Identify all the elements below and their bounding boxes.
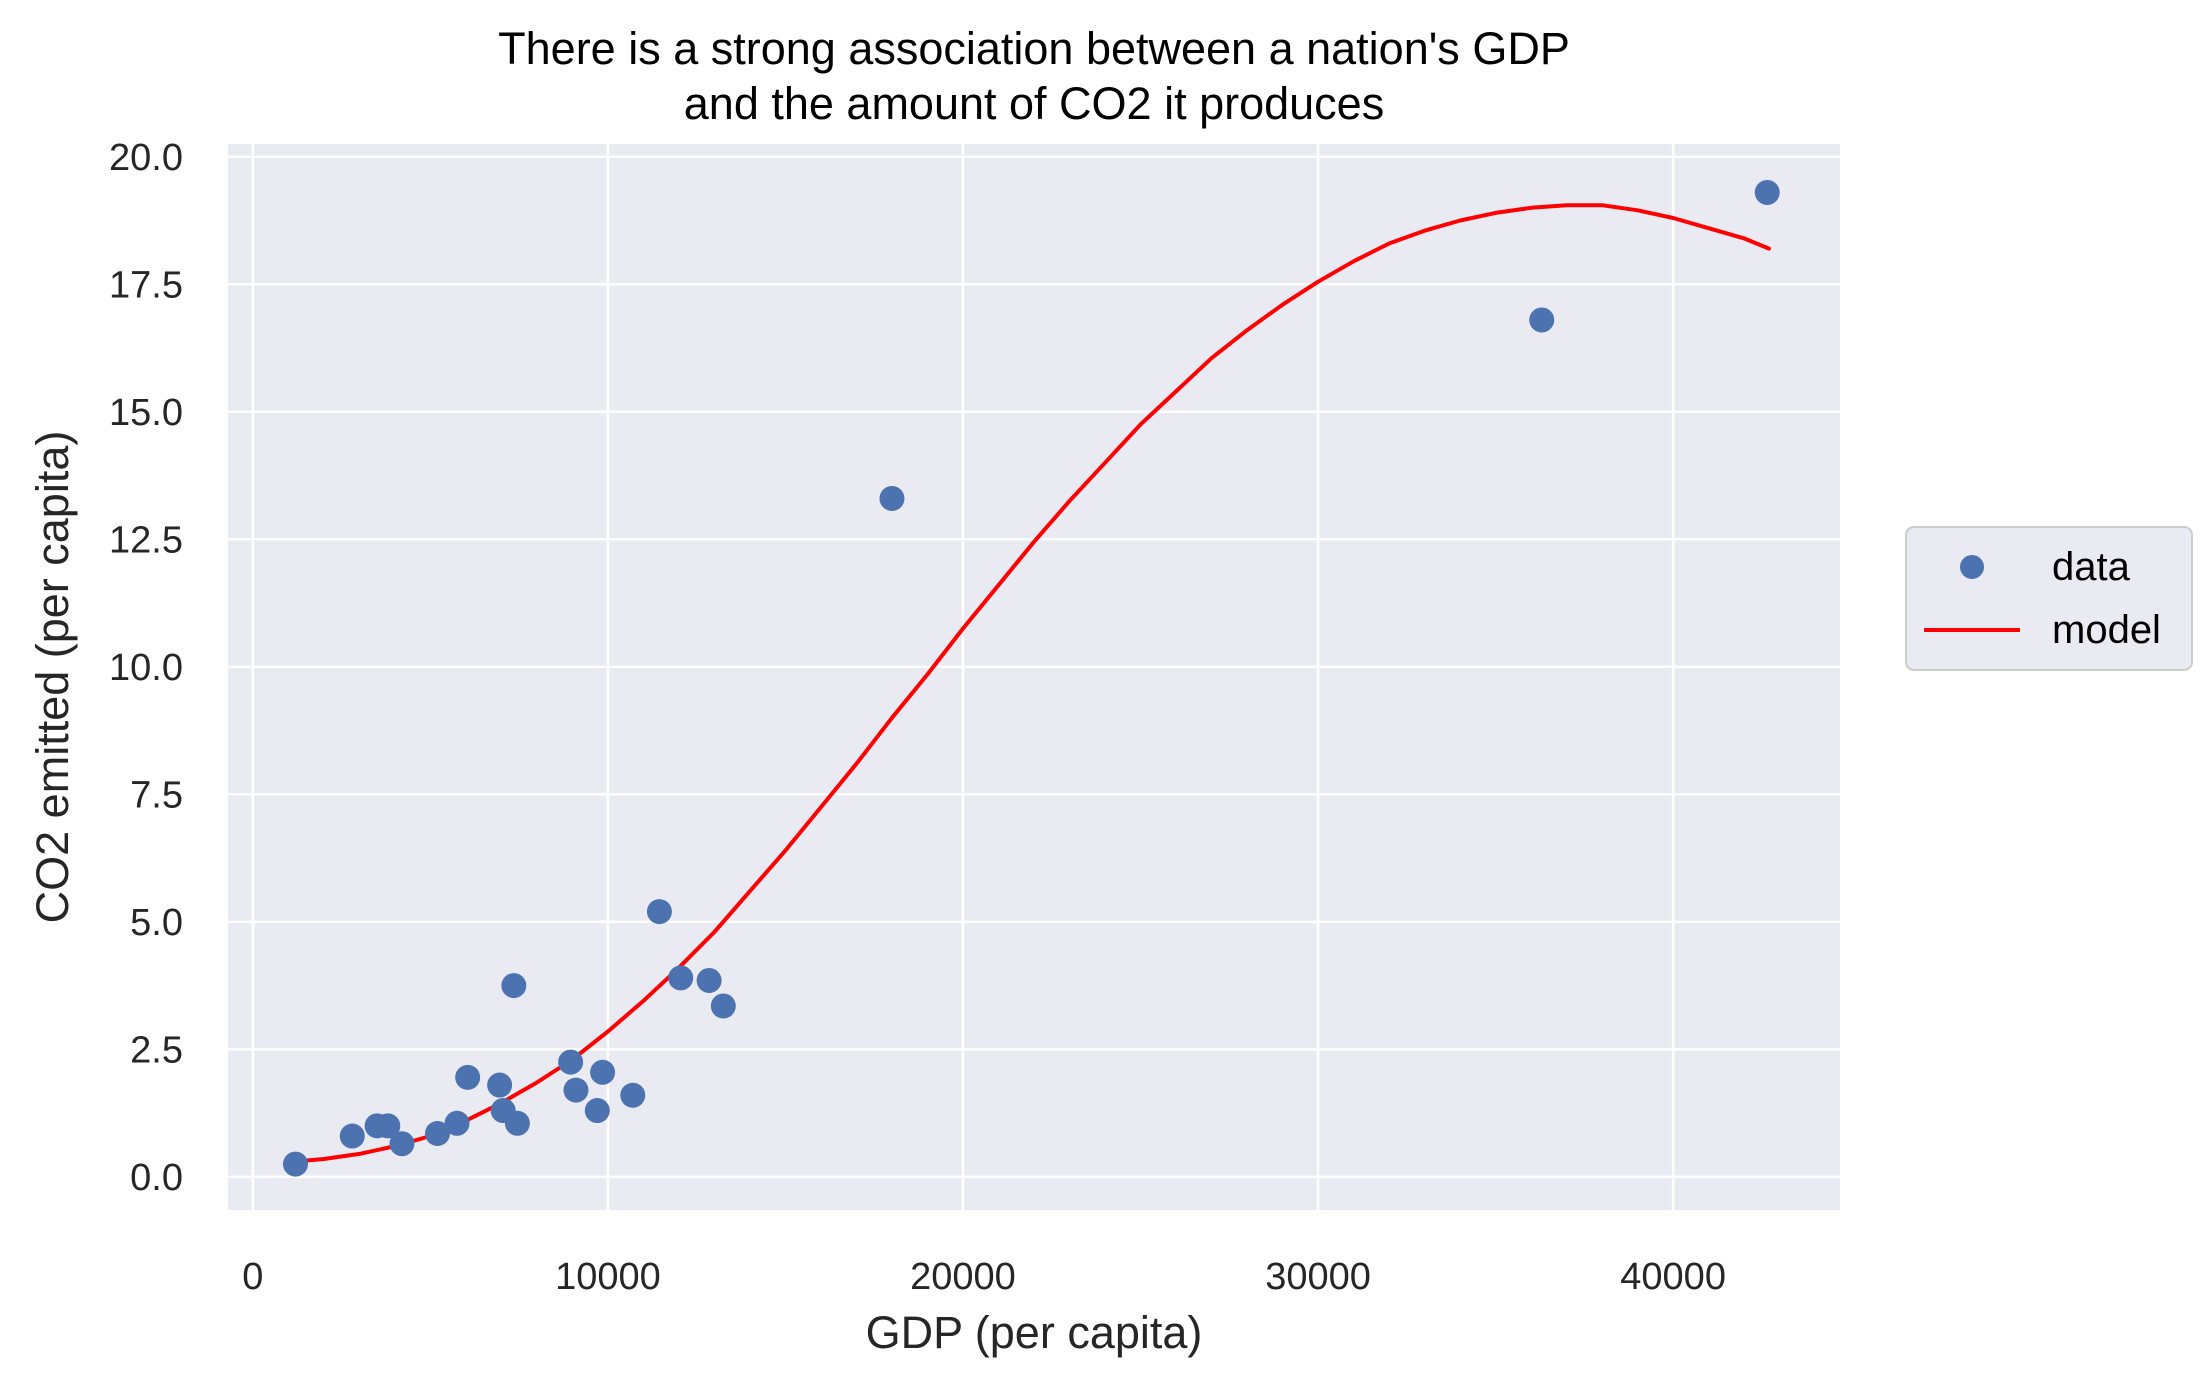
y-tick-label: 2.5: [130, 1029, 183, 1071]
data-point: [696, 967, 722, 993]
x-tick-label: 10000: [555, 1256, 661, 1298]
plot-background: [228, 144, 1840, 1210]
chart-title-line-1: There is a strong association between a …: [498, 23, 1570, 74]
data-series: [282, 179, 1780, 1177]
legend-data-label: data: [2052, 545, 2131, 589]
chart-title-line-2: and the amount of CO2 it produces: [684, 78, 1384, 129]
data-point: [879, 485, 905, 511]
data-point: [1529, 307, 1555, 333]
data-point: [444, 1110, 470, 1136]
y-tick-label: 15.0: [109, 392, 183, 434]
y-tick-label: 12.5: [109, 519, 183, 561]
data-point: [558, 1049, 584, 1075]
data-point: [563, 1077, 589, 1103]
data-point: [590, 1059, 616, 1085]
y-tick-label: 20.0: [109, 137, 183, 179]
model-line: [293, 203, 1771, 1164]
data-point: [620, 1082, 646, 1108]
y-tick-labels: 0.0 2.5 5.0 7.5 10.0 12.5 15.0 17.5 20.0: [109, 137, 183, 1199]
legend-data-marker: [1960, 555, 1984, 579]
y-tick-label: 5.0: [130, 902, 183, 944]
x-tick-label: 0: [242, 1256, 263, 1298]
data-point: [710, 993, 736, 1019]
data-point: [389, 1131, 415, 1157]
x-tick-labels: 0 10000 20000 30000 40000: [242, 1256, 1726, 1298]
legend-model-label: model: [2052, 608, 2161, 652]
data-point: [375, 1113, 401, 1139]
legend: data model: [1905, 526, 2193, 671]
x-tick-label: 30000: [1265, 1256, 1371, 1298]
data-point: [501, 973, 527, 999]
data-point: [424, 1120, 450, 1146]
data-point: [282, 1151, 308, 1177]
data-point: [487, 1072, 513, 1098]
y-tick-label: 0.0: [130, 1157, 183, 1199]
y-tick-label: 10.0: [109, 647, 183, 689]
model-series: [293, 203, 1771, 1164]
data-point: [584, 1098, 610, 1124]
data-point: [646, 899, 672, 925]
x-tick-label: 40000: [1620, 1256, 1726, 1298]
data-point: [504, 1110, 530, 1136]
x-tick-label: 20000: [910, 1256, 1016, 1298]
data-point: [339, 1123, 365, 1149]
y-tick-label: 7.5: [130, 774, 183, 816]
data-point: [668, 965, 694, 991]
y-axis-label: CO2 emitted (per capita): [27, 431, 78, 924]
x-axis-label: GDP (per capita): [866, 1307, 1203, 1358]
data-point: [1754, 179, 1780, 205]
data-point: [455, 1064, 481, 1090]
y-tick-label: 17.5: [109, 264, 183, 306]
